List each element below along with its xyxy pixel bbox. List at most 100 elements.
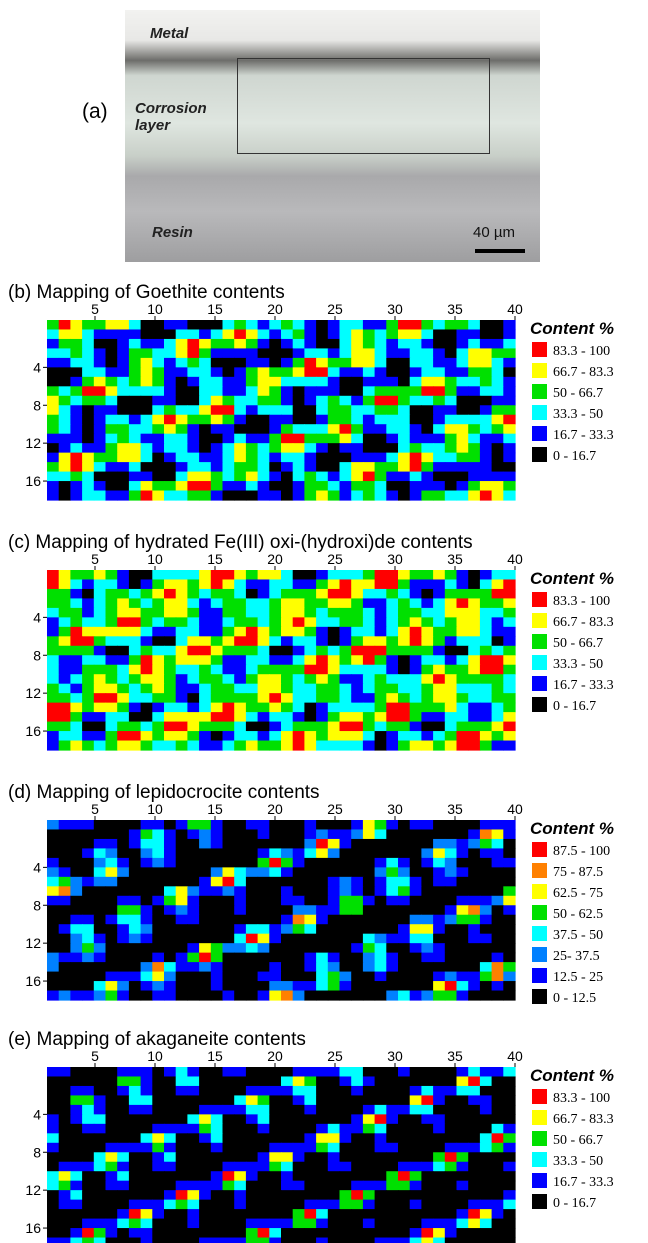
map-cell [468, 721, 481, 732]
map-cell [187, 674, 200, 685]
map-cell [245, 664, 259, 675]
map-cell [234, 490, 247, 501]
map-cell [82, 348, 95, 359]
map-cell [245, 886, 259, 897]
map-cell [93, 895, 107, 906]
map-cell [409, 674, 422, 685]
map-cell [339, 626, 352, 637]
map-cell [339, 655, 352, 666]
map-cell [269, 933, 282, 944]
map-cell [70, 740, 83, 751]
map-cell [234, 1228, 247, 1239]
map-cell [152, 1228, 165, 1239]
map-cell [128, 731, 142, 742]
map-cell [292, 414, 305, 425]
map-cell [93, 1095, 107, 1106]
map-cell [281, 848, 294, 859]
map-cell [175, 588, 188, 600]
map-cell [152, 731, 165, 742]
map-cell [351, 914, 364, 925]
map-cell [468, 452, 481, 463]
map-cell [105, 971, 118, 982]
map-cell [58, 886, 71, 897]
map-cell [93, 655, 107, 666]
map-cell [362, 452, 376, 463]
map-cell [128, 848, 142, 859]
map-cell [152, 617, 165, 628]
map-cell [409, 1171, 422, 1182]
map-cell [409, 395, 422, 406]
map-cell [444, 914, 458, 925]
map-cell [199, 876, 212, 887]
map-cell [444, 626, 458, 637]
map-cell [281, 905, 294, 916]
map-cell [58, 943, 71, 954]
map-cell [327, 405, 341, 416]
map-cell [409, 598, 422, 609]
map-cell [468, 579, 481, 590]
map-cell [304, 636, 317, 647]
map-cell [292, 433, 305, 444]
map-cell [117, 943, 130, 954]
map-cell [152, 1161, 165, 1172]
map-cell [409, 338, 422, 350]
map-cell [374, 740, 387, 751]
map-cell [222, 1180, 235, 1191]
map-cell [210, 820, 224, 831]
map-cell [433, 712, 446, 723]
map-cell [468, 838, 481, 850]
map-cell [128, 598, 142, 609]
y-tick-label: 16 [25, 723, 41, 739]
map-cell [362, 1228, 376, 1239]
map-cell [433, 905, 446, 916]
map-cell [210, 320, 224, 331]
map-cell [152, 1218, 165, 1229]
map-cell [479, 721, 493, 732]
map-cell [117, 598, 130, 609]
map-cell [140, 895, 153, 906]
map-cell [386, 1123, 399, 1134]
map-cell [327, 471, 341, 482]
map-cell [175, 1095, 188, 1106]
map-cell [398, 1209, 411, 1220]
map-cell [304, 848, 317, 859]
map-cell [175, 452, 188, 463]
map-cell [351, 1104, 364, 1115]
map-cell [47, 376, 60, 387]
map-cell [339, 320, 352, 331]
map-cell [316, 943, 329, 954]
map-cell [117, 962, 130, 973]
map-cell [433, 570, 446, 581]
map-cell [421, 405, 434, 416]
map-cell [374, 414, 387, 425]
map-cell [339, 1095, 352, 1106]
map-cell [257, 740, 270, 751]
map-cell [164, 655, 177, 666]
map-cell [362, 636, 376, 647]
map-cell [409, 971, 422, 982]
map-cell [327, 320, 341, 331]
map-cell [327, 664, 341, 675]
map-cell [58, 471, 71, 482]
map-cell [479, 1076, 493, 1087]
map-cell [175, 924, 188, 935]
map-cell [292, 1095, 305, 1106]
map-cell [456, 320, 469, 331]
map-cell [398, 712, 411, 723]
map-cell [105, 471, 118, 482]
map-cell [128, 990, 142, 1001]
map-cell [292, 731, 305, 742]
map-cell [128, 452, 142, 463]
map-cell [386, 607, 399, 618]
map-cell [105, 1133, 118, 1144]
map-cell [362, 857, 376, 868]
map-cell [47, 329, 60, 340]
map-cell [362, 490, 376, 501]
map-cell [456, 395, 469, 406]
map-cell [117, 990, 130, 1001]
map-cell [58, 1180, 71, 1191]
map-cell [351, 598, 364, 609]
map-cell [456, 1218, 469, 1229]
map-cell [351, 1209, 364, 1220]
map-cell [339, 338, 352, 350]
